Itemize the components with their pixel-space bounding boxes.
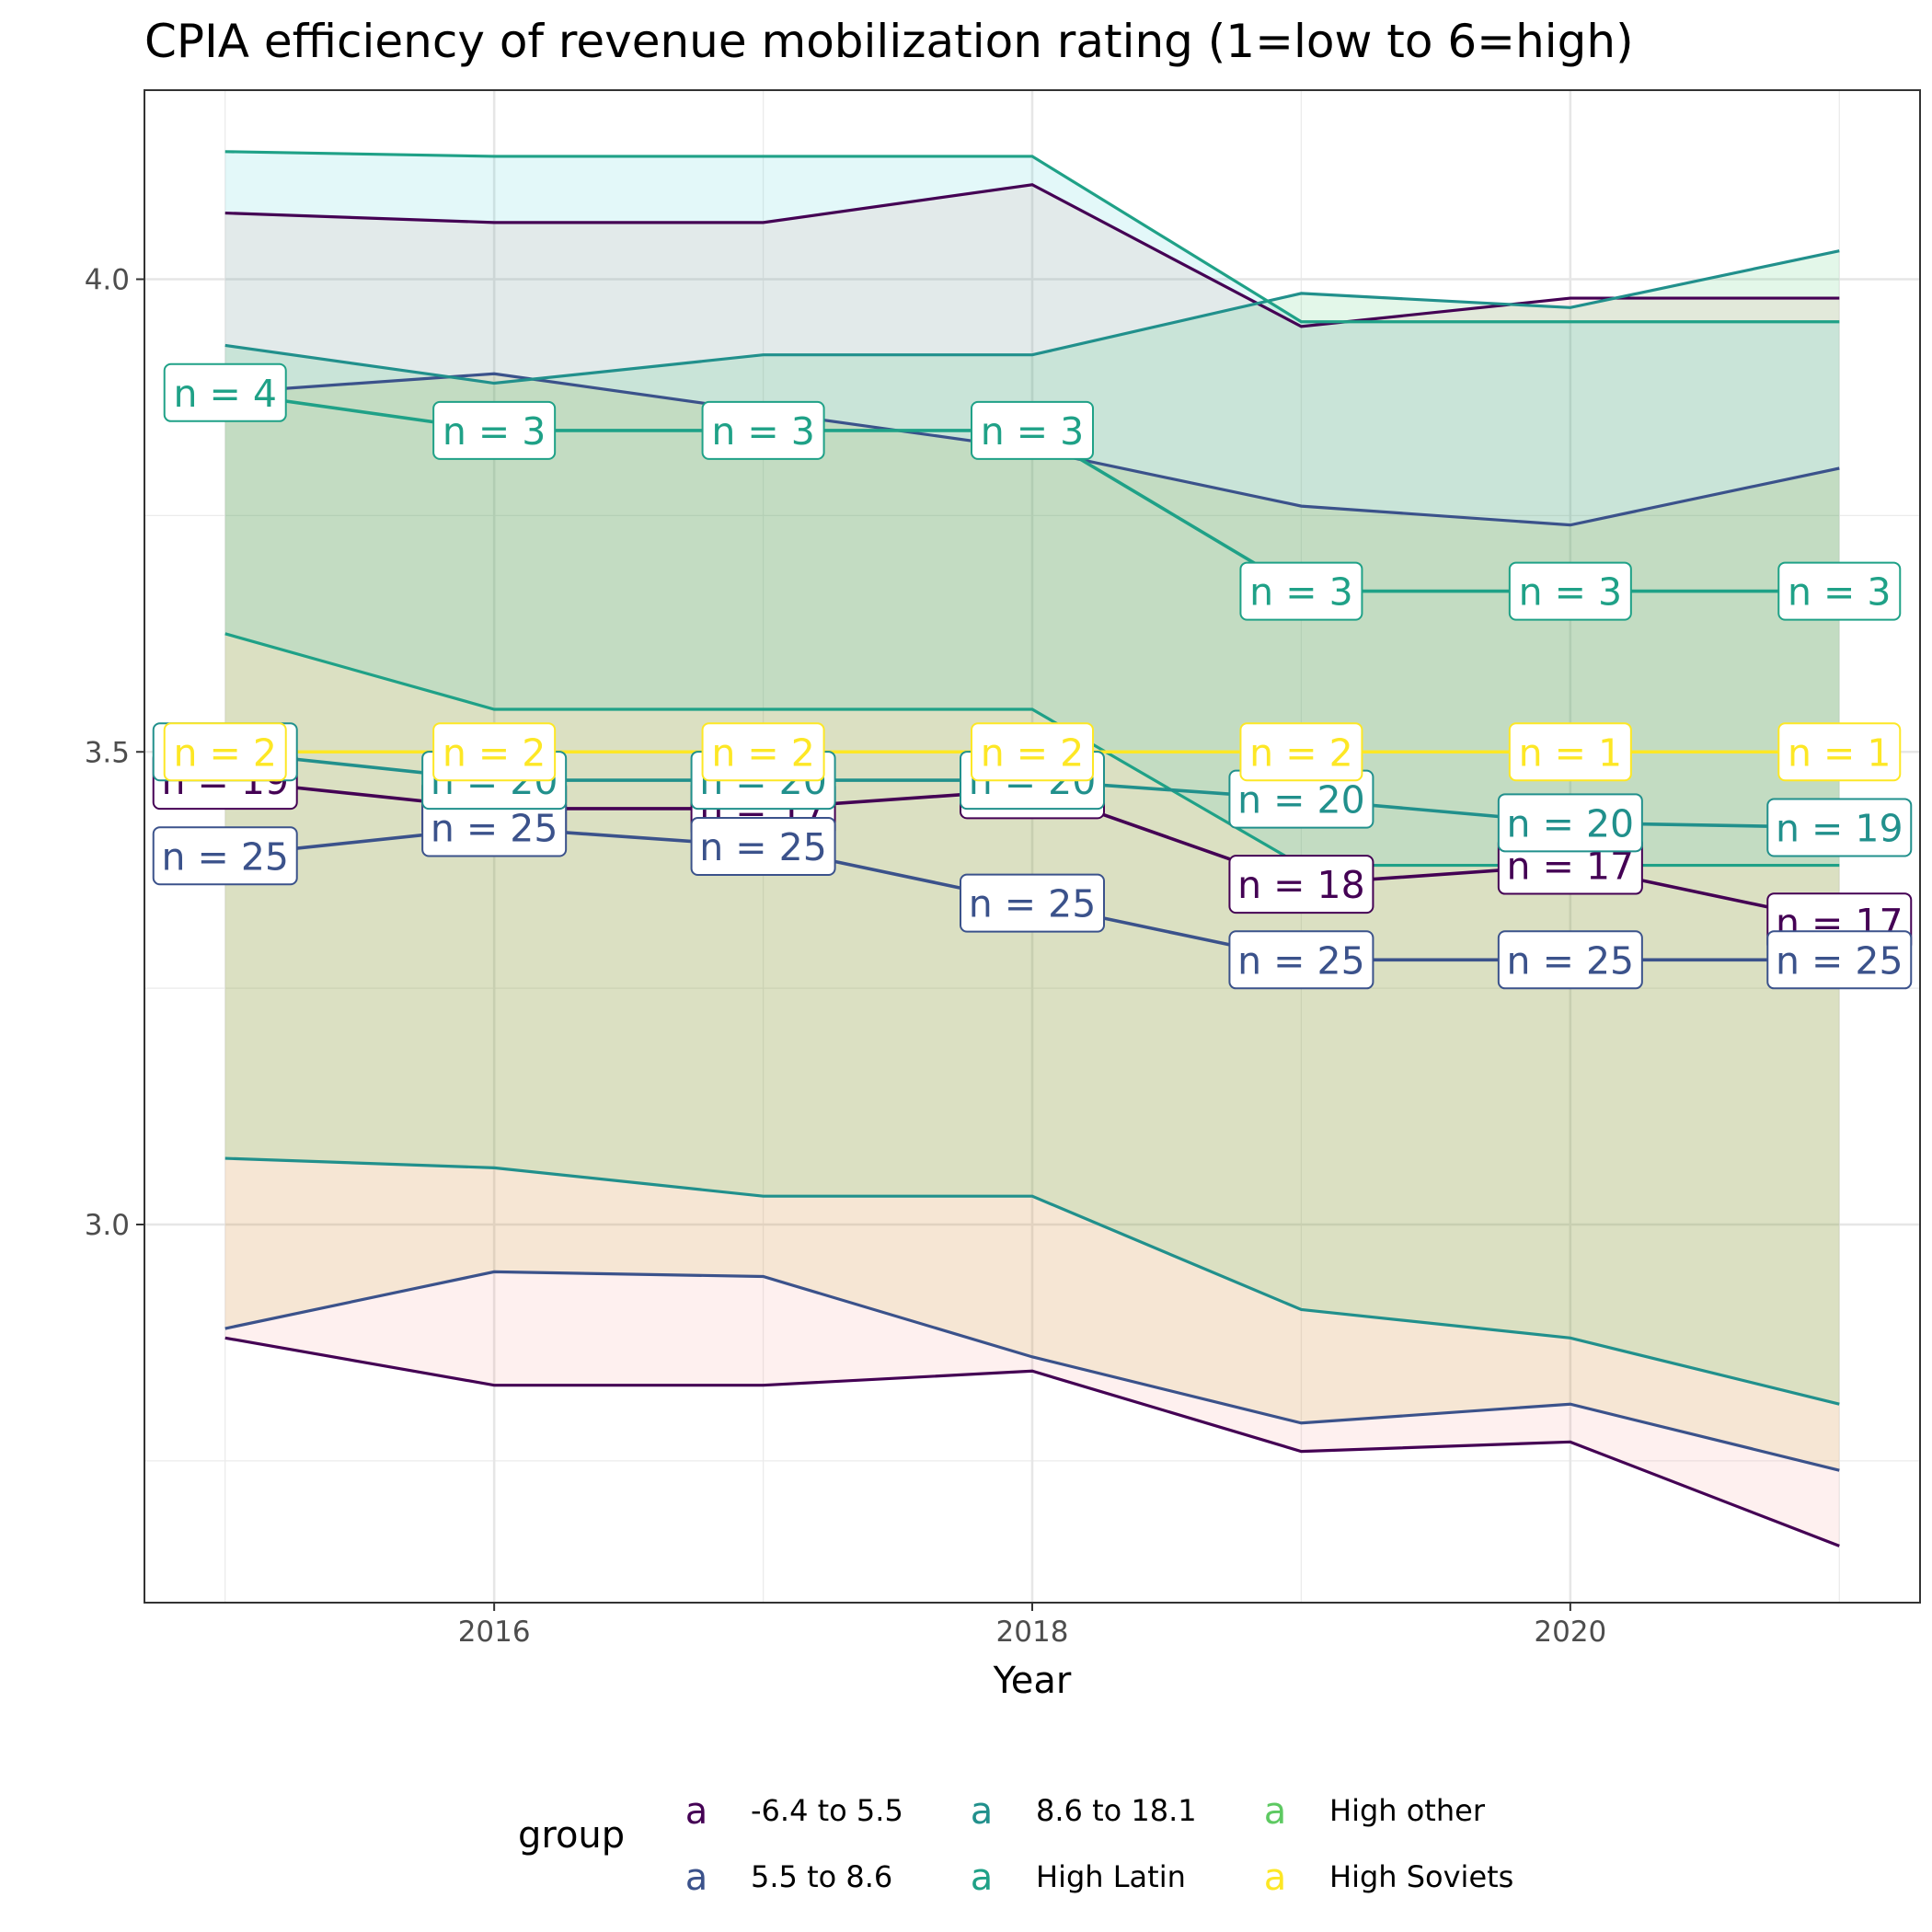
legend-key: a [685,1857,708,1899]
lower-bound-series-2 [224,1156,1840,1406]
y-tick-label: 3.0 [85,1209,130,1242]
count-label: n = 25 [969,882,1097,926]
x-axis-title: Year [993,1660,1072,1702]
count-labels: n = 19n = 20n = 17n = 18n = 18n = 17n = … [152,362,1913,990]
y-tick-label: 4.0 [85,264,130,297]
upper-bound-series-3 [224,150,1840,324]
count-label: n = 3 [1788,570,1892,615]
count-label-box [432,722,557,782]
count-label: n = 18 [1237,863,1365,907]
count-label: n = 2 [711,730,815,775]
count-label-box [960,873,1105,933]
y-axis: 3.0 3.5 4.0 [85,264,144,1242]
count-label: n = 3 [711,409,815,454]
count-label-box [701,400,825,460]
upper-bound-series-0 [224,183,1840,328]
legend-title: group [518,1814,625,1857]
count-label: n = 1 [1519,730,1623,775]
count-label-box [971,722,1094,782]
count-label: n = 2 [443,730,546,775]
count-label-box [1228,930,1374,990]
count-label-box [1497,793,1643,853]
x-tick-label: 2016 [458,1616,531,1649]
count-label: n = 20 [1237,778,1365,822]
lower-bound-series-1 [224,1270,1840,1472]
count-label: n = 25 [1237,938,1365,983]
count-label: n = 4 [173,372,277,416]
count-label-box [1239,722,1363,782]
count-label-box [701,722,825,782]
count-label: n = 25 [1776,938,1903,983]
count-label: n = 25 [161,834,289,879]
count-label: n = 3 [443,409,546,454]
count-label-box [163,722,287,782]
upper-bound-series-2 [224,249,1840,385]
count-label: n = 2 [173,730,277,775]
chart-title: CPIA efficiency of revenue mobilization … [144,15,1634,68]
x-tick-label: 2020 [1534,1616,1606,1649]
legend-label: High other [1329,1793,1486,1828]
legend-label: High Soviets [1329,1859,1513,1894]
count-label: n = 25 [431,806,558,850]
count-label-box [163,362,287,422]
ribbons [224,151,1840,1547]
legend-label: -6.4 to 5.5 [751,1793,903,1828]
x-tick-label: 2018 [996,1616,1069,1649]
count-label-box [1497,930,1643,990]
count-label: n = 2 [1249,730,1353,775]
count-label-box [152,826,298,886]
legend-label: 5.5 to 8.6 [751,1859,892,1894]
count-label: n = 1 [1788,730,1892,775]
count-label-box [1239,561,1363,621]
ribbon-series-0 [224,184,1840,1547]
y-tick-label: 3.5 [85,736,130,769]
legend-label: High Latin [1036,1859,1186,1894]
count-label: n = 25 [699,825,827,869]
legend: group a -6.4 to 5.5 a 5.5 to 8.6 a 8.6 to 18.1… [518,1790,1513,1899]
ribbon-series-3 [224,151,1840,866]
count-label-box [1228,855,1374,914]
legend-label: 8.6 to 18.1 [1036,1793,1197,1828]
count-label: n = 25 [1507,938,1635,983]
count-label-box [1766,930,1913,990]
count-label-box [432,400,557,460]
count-label: n = 3 [1249,570,1353,615]
count-label-box [1777,722,1902,782]
count-label: n = 19 [1776,806,1903,850]
legend-key: a [971,1857,994,1899]
legend-key: a [685,1790,708,1833]
count-label: n = 20 [1507,801,1635,845]
count-label: n = 3 [981,409,1085,454]
count-label-box [971,400,1094,460]
count-label-box [1777,561,1902,621]
legend-key: a [1264,1790,1287,1833]
count-label-box [1508,561,1632,621]
count-label-box [1508,722,1632,782]
x-axis: 2016 2018 2020 [458,1603,1606,1649]
count-label: n = 2 [981,730,1085,775]
count-label-box [690,817,836,876]
ribbon-series-2 [224,250,1840,1405]
lower-bound-series-0 [224,1336,1840,1547]
legend-key: a [971,1790,994,1833]
count-label-box [1766,798,1913,857]
legend-key: a [1264,1857,1287,1899]
count-label: n = 3 [1519,570,1623,615]
